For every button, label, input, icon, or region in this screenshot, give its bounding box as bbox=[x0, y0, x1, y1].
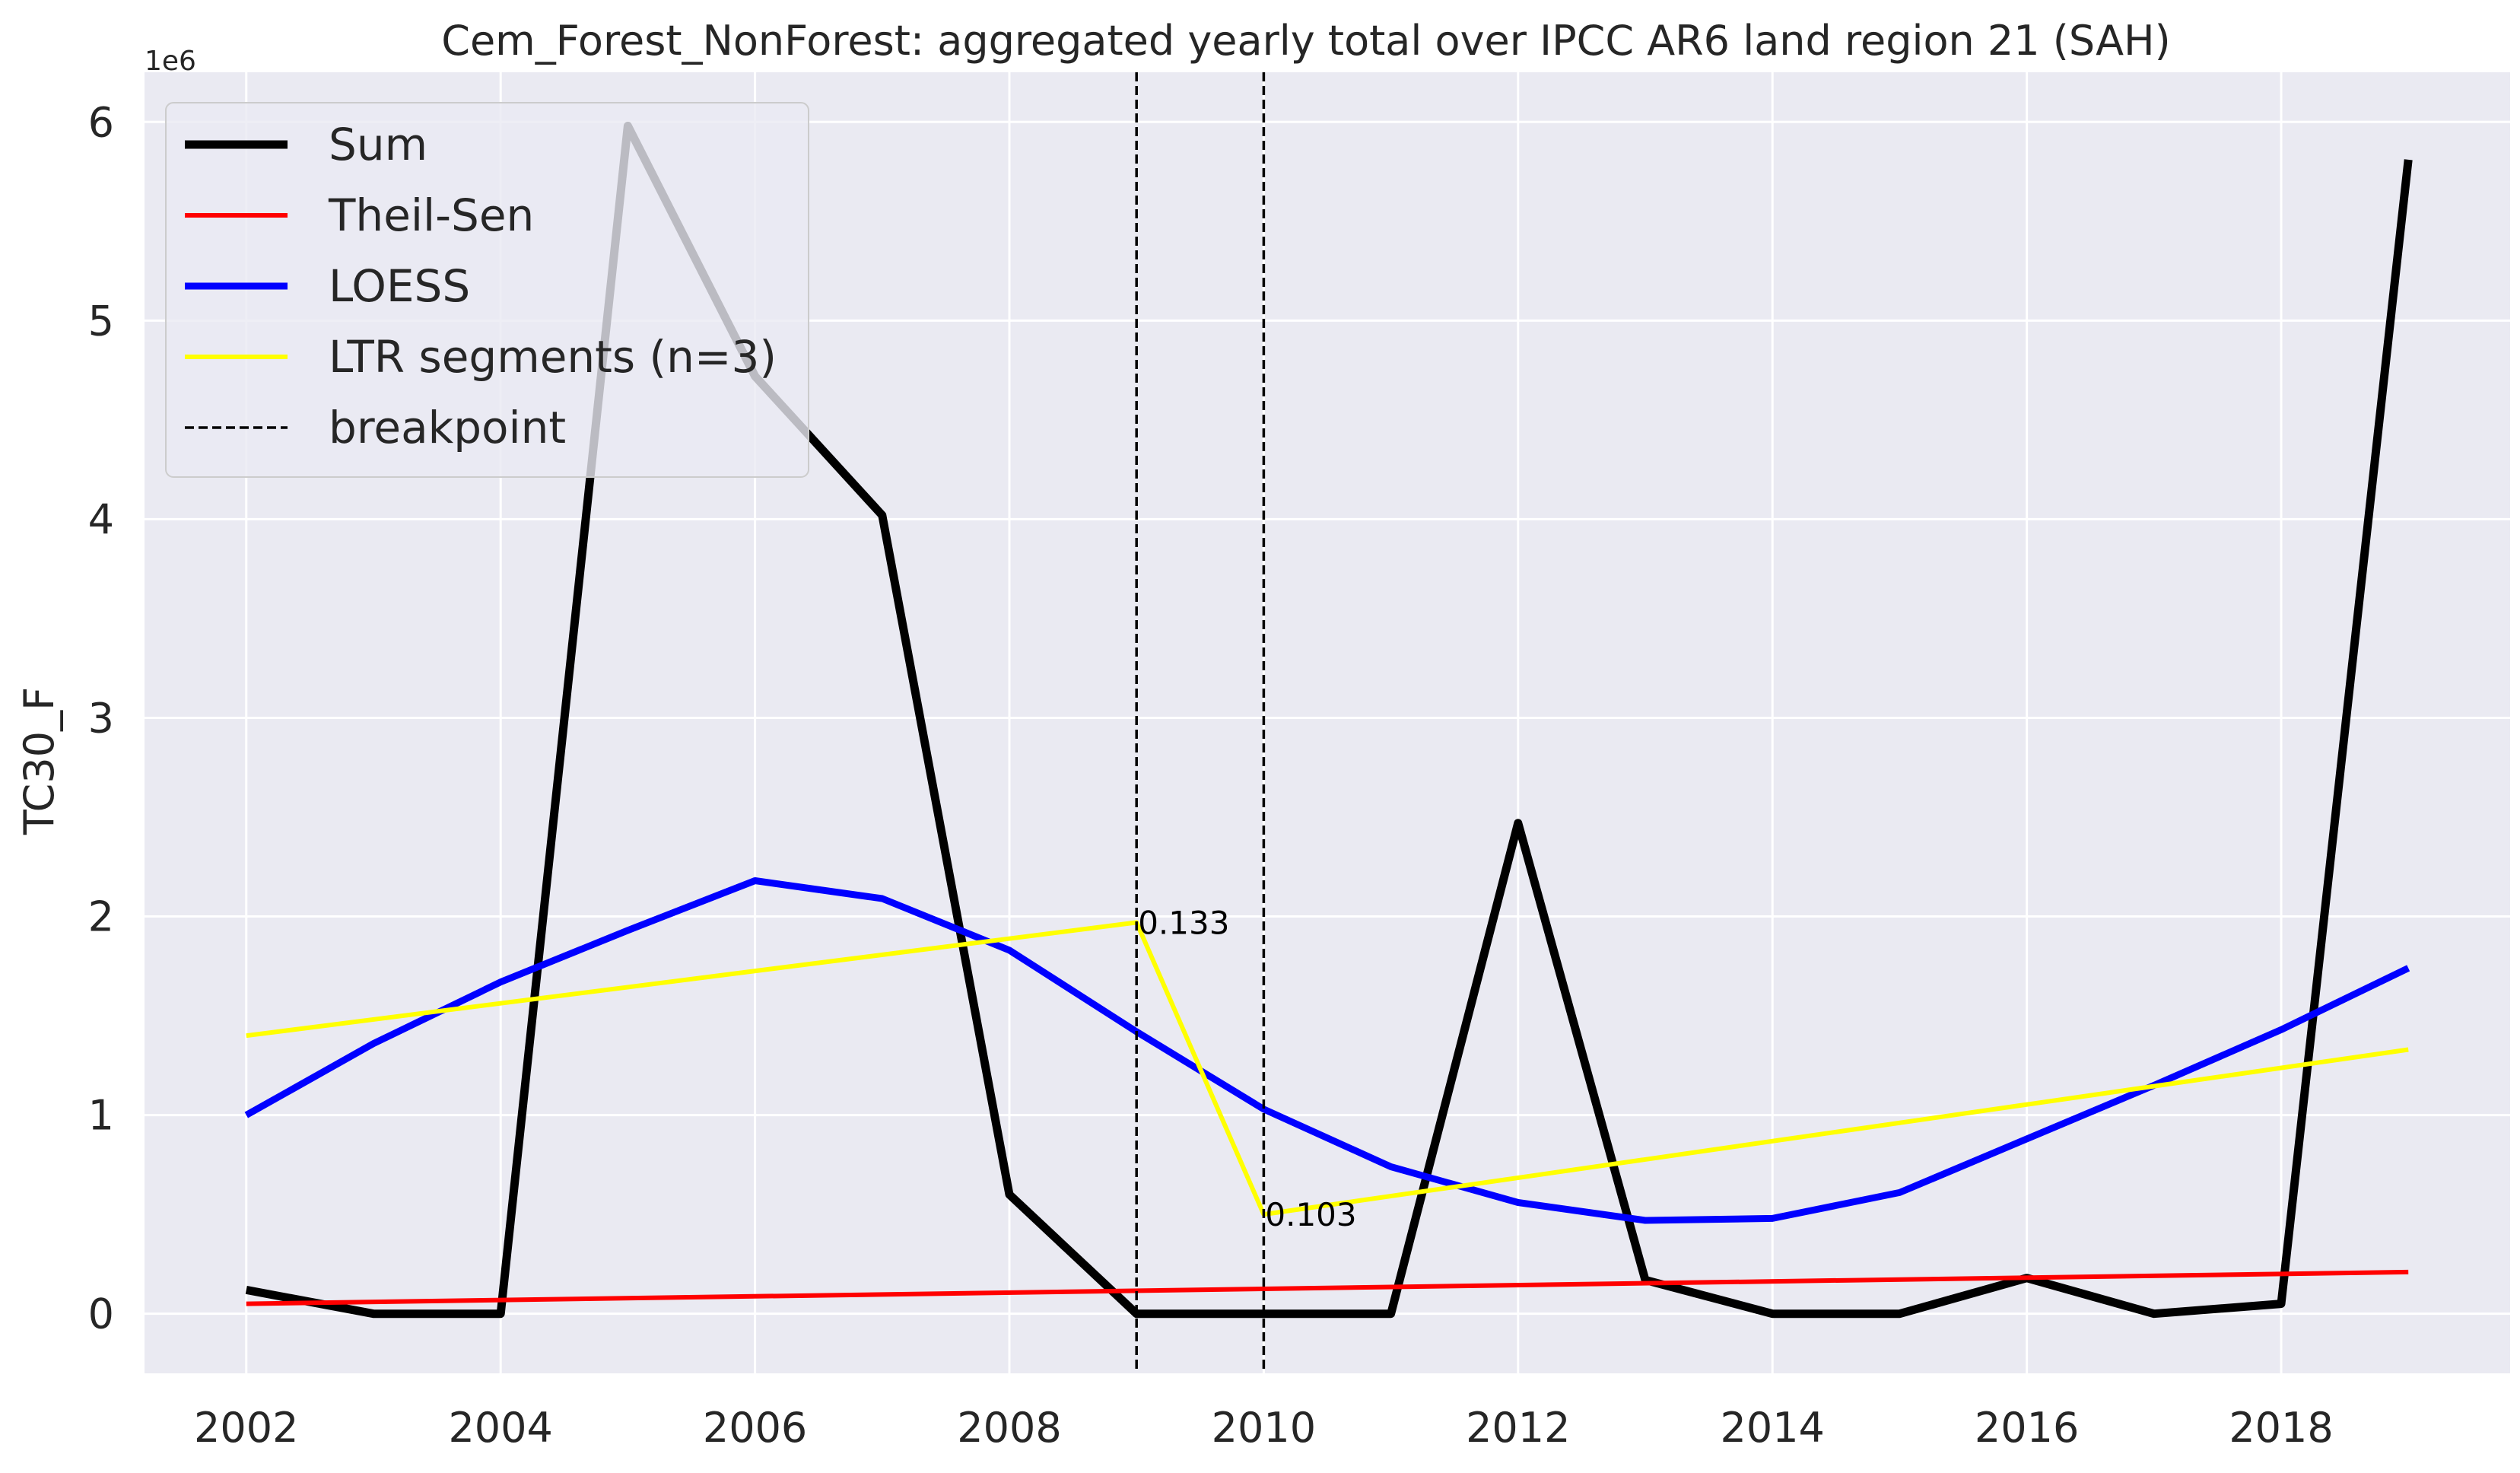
x-tick-label: 2012 bbox=[1466, 1404, 1570, 1452]
x-tick-label: 2014 bbox=[1720, 1404, 1824, 1452]
legend: Sum Theil-Sen LOESS LTR segments (n=3) break… bbox=[165, 102, 809, 478]
y-tick-label: 1 bbox=[88, 1092, 114, 1140]
series-line-theil-sen bbox=[246, 1269, 2409, 1306]
series-line-ltr bbox=[246, 920, 2409, 1217]
chart-title: Cem_Forest_NonForest: aggregated yearly … bbox=[441, 17, 2170, 65]
x-tick-label: 2018 bbox=[2229, 1404, 2333, 1452]
x-tick-label: 2002 bbox=[194, 1404, 298, 1452]
legend-frame bbox=[165, 102, 809, 478]
x-tick-label: 2004 bbox=[448, 1404, 552, 1452]
x-tick-label: 2006 bbox=[703, 1404, 807, 1452]
y-axis-label: TC30_F bbox=[15, 687, 63, 835]
y-tick-label: 2 bbox=[88, 893, 114, 941]
breakpoint-annotation: 0.103 bbox=[1265, 1196, 1356, 1233]
legend-label: Theil-Sen bbox=[328, 189, 534, 241]
legend-label: breakpoint bbox=[329, 402, 566, 453]
x-tick-label: 2008 bbox=[957, 1404, 1061, 1452]
breakpoint-annotation: 0.133 bbox=[1138, 904, 1229, 941]
y-tick-label: 6 bbox=[88, 98, 114, 146]
x-tick-label: 2016 bbox=[1975, 1404, 2079, 1452]
y-tick-label: 4 bbox=[88, 495, 114, 543]
legend-label: LOESS bbox=[329, 260, 470, 312]
y-tick-label: 0 bbox=[88, 1290, 114, 1338]
y-axis-offset-label: 1e6 bbox=[145, 46, 196, 77]
legend-label: Sum bbox=[329, 119, 427, 170]
y-tick-label: 3 bbox=[88, 694, 114, 742]
legend-label: LTR segments (n=3) bbox=[329, 331, 777, 383]
y-tick-label: 5 bbox=[88, 297, 114, 345]
x-tick-label: 2010 bbox=[1212, 1404, 1316, 1452]
series-line-loess bbox=[244, 877, 2410, 1224]
